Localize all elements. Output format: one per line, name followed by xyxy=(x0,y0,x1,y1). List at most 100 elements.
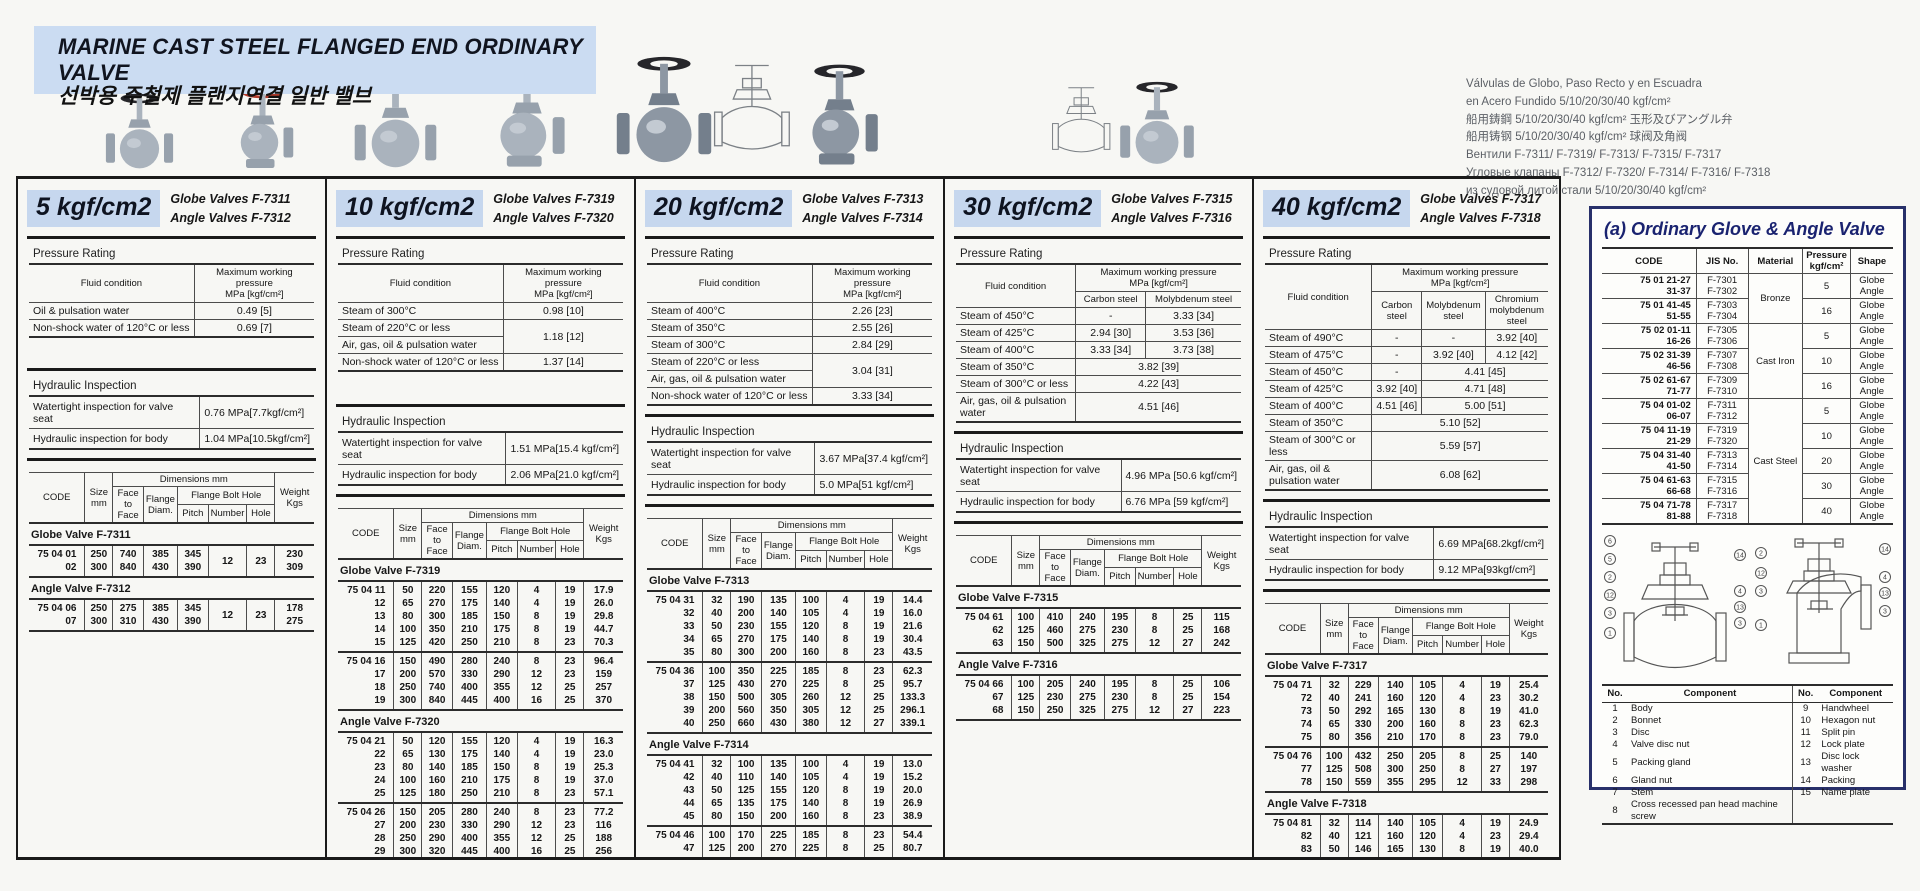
body-inspection-row: Hydraulic inspection for body 1.04 MPa[10… xyxy=(29,428,314,450)
dimension-row-block: 75 04 4647484950100125150200250170200225… xyxy=(647,826,932,857)
size-header: Size mm xyxy=(702,518,732,570)
max-pressure-header: Maximum working pressure MPa [kgf/cm²] xyxy=(1075,263,1241,292)
globe-valve-photo xyxy=(104,90,175,179)
hole-header: Hole xyxy=(1481,634,1510,655)
max-pressure-header: Maximum working pressure MPa [kgf/cm²] xyxy=(193,263,314,303)
inspection-value-cell: 2.06 MPa[21.0 kgf/cm²] xyxy=(505,464,623,486)
weight-cell: 24.929.440.060.376.2 xyxy=(1508,814,1548,857)
bolt-hole-cell: 19 19 19 19 23 xyxy=(864,591,894,662)
pressure-rating-block: Pressure Rating Fluid condition Maximum wo… xyxy=(336,239,625,407)
size-cell: 100 125 150 xyxy=(1011,608,1041,653)
size-cell: 250 300 xyxy=(84,545,114,577)
pressure-cell: 30 xyxy=(1802,473,1851,499)
max-pressure-header: Maximum working pressure MPa [kgf/cm²] xyxy=(811,263,932,303)
pressure-value-cell: 2.55 [26] xyxy=(811,319,932,337)
description-line: 船用鋳鋼 5/10/20/30/40 kgf/cm² 玉形及びアングル弁 xyxy=(1466,113,1733,126)
inspection-value-cell: 9.12 MPa[93kgf/cm²] xyxy=(1433,559,1548,581)
face-to-face-cell: 205 230 250 xyxy=(1039,675,1071,720)
panel-title: (a) Ordinary Glove & Angle Valve xyxy=(1604,219,1885,239)
body-inspection-row: Hydraulic inspection for body 9.12 MPa[93… xyxy=(1265,559,1548,581)
pressure-value-cell: 6.08 [62] xyxy=(1371,460,1548,491)
component-no-cell: 8 xyxy=(1612,805,1618,816)
code-reference-row: 75 01 41-45 51-55 F-7303 F-7304 16 Globe Angle xyxy=(1602,298,1893,324)
component-name-cell: Lock plate xyxy=(1821,739,1865,750)
fluid-condition-cell: Non-shock water of 120°C or less xyxy=(29,319,195,338)
weight-cell: 25.4 30.2 41.0 62.3 79.0 xyxy=(1508,676,1548,747)
code-cell: 75 04 71 72 73 74 75 xyxy=(1265,676,1321,747)
pressure-value-cell: 3.92 [40] xyxy=(1484,329,1548,347)
pressure-rating-title: Pressure Rating xyxy=(33,248,116,260)
pressure-value-cell: 1.18 [12] xyxy=(502,319,623,354)
component-no-cell xyxy=(1791,799,1819,824)
inspection-label-cell: Hydraulic inspection for body xyxy=(29,428,201,450)
dimension-row-block: 75 04 21 22 23 24 25 50 65 80 100 125 120 130 140 160… xyxy=(338,732,623,803)
valve-seat-inspection-row: Watertight inspection for valve seat 0.76… xyxy=(29,395,314,429)
dimensions-block: CODE Size mm Dimensions mm Weight Kgs Face t… xyxy=(336,497,625,857)
dimension-row-block: 75 04 26 27 28 29 150 200 250 300 205 230 290 320 28… xyxy=(338,803,623,857)
page-title: MARINE CAST STEEL FLANGED END ORDINARY V… xyxy=(34,26,596,94)
weight-cell: 14.4 16.0 21.6 30.4 43.5 xyxy=(892,591,932,662)
flange-bolt-hole-header: Flange Bolt Hole xyxy=(1411,617,1510,636)
pressure-value-cell: 2.26 [23] xyxy=(811,302,932,320)
fluid-condition-cell: Non-shock water of 120°C or less xyxy=(647,387,813,406)
pressure-value-cell: 5.10 [52] xyxy=(1371,414,1548,432)
face-to-face-cell: 205 230 290 320 xyxy=(421,803,453,857)
weight-cell: 178 275 xyxy=(274,599,314,631)
code-header: CODE xyxy=(338,508,395,560)
number-header: Number xyxy=(1442,634,1483,655)
weight-cell: 13.0 15.2 20.0 26.9 38.9 xyxy=(892,755,932,826)
weight-header: Weight Kgs xyxy=(892,518,932,570)
hydraulic-inspection-block: Hydraulic Inspection Watertight inspectio… xyxy=(645,417,934,507)
code-header: CODE xyxy=(647,518,704,570)
component-row: 3 Disc 11 Split pin xyxy=(1602,727,1893,739)
steel-type-header: Chromium molybdenum steel xyxy=(1484,291,1548,330)
angle-valve-code: Angle Valves F-7320 xyxy=(493,210,614,225)
shape-cell: Globe Angle xyxy=(1849,398,1893,424)
pressure-cell: 5 xyxy=(1802,273,1851,299)
svg-text:5: 5 xyxy=(1608,557,1612,564)
component-name-cell: Name plate xyxy=(1821,787,1871,798)
fluid-condition-cell: Steam of 400°C xyxy=(956,341,1077,359)
face-to-face-header: Face to Face xyxy=(1039,549,1071,587)
face-to-face-header: Face to Face xyxy=(112,486,144,524)
pressure-rating-title: Pressure Rating xyxy=(651,248,734,260)
angle-valve-diagram: 2 12 3 1 14 4 13 3 xyxy=(1755,538,1891,664)
description-line: из судовой литой стали 5/10/20/30/40 kgf… xyxy=(1466,184,1707,197)
inspection-label-cell: Watertight inspection for valve seat xyxy=(338,431,507,465)
fluid-condition-cell: Steam of 400°C xyxy=(647,302,813,320)
component-table-header: Component xyxy=(1818,685,1893,703)
flange-diam-header: Flange Diam. xyxy=(1377,617,1413,655)
fluid-condition-cell: Steam of 350°C xyxy=(647,319,813,337)
shape-cell: Globe Angle xyxy=(1849,348,1893,374)
shape-cell: Globe Angle xyxy=(1849,448,1893,474)
component-name-cell: Valve disc nut xyxy=(1631,739,1690,750)
flange-diam-cell: 385 430 xyxy=(142,599,179,631)
pressure-rating-block: Pressure Rating Fluid condition Maximum wo… xyxy=(27,239,316,371)
valve-technical-drawing xyxy=(706,58,796,175)
dimension-row-block: 75 04 71 72 73 74 75 32 40 50 65 80 229 241 292 330 35… xyxy=(1265,676,1548,747)
hydraulic-inspection-table: Watertight inspection for valve seat 3.67… xyxy=(647,441,932,496)
number-header: Number xyxy=(825,549,866,570)
number-header: Number xyxy=(1134,566,1175,587)
code-header: CODE xyxy=(29,472,86,524)
code-cell: 75 04 41 42 43 44 45 xyxy=(647,755,704,826)
size-cell: 50 65 80 100 125 xyxy=(393,581,423,652)
pressure-class-section-20kgfcm2: 20 kgf/cm2 Globe Valves F-7313 Angle Valve… xyxy=(634,176,943,860)
pressure-value-cell: 1.37 [14] xyxy=(502,353,623,372)
svg-text:3: 3 xyxy=(1608,611,1612,618)
bolt-hole-cell: 25 25 27 xyxy=(1173,608,1203,653)
svg-text:14: 14 xyxy=(1736,553,1744,560)
fluid-condition-cell: Non-shock water of 120°C or less xyxy=(338,353,504,372)
fluid-condition-cell: Steam of 425°C xyxy=(1265,380,1373,398)
code-cell: 75 04 01-02 06-07 xyxy=(1602,398,1697,424)
pressure-value-cell: 3.92 [40] xyxy=(1421,346,1486,364)
size-cell: 250 300 xyxy=(84,599,114,631)
